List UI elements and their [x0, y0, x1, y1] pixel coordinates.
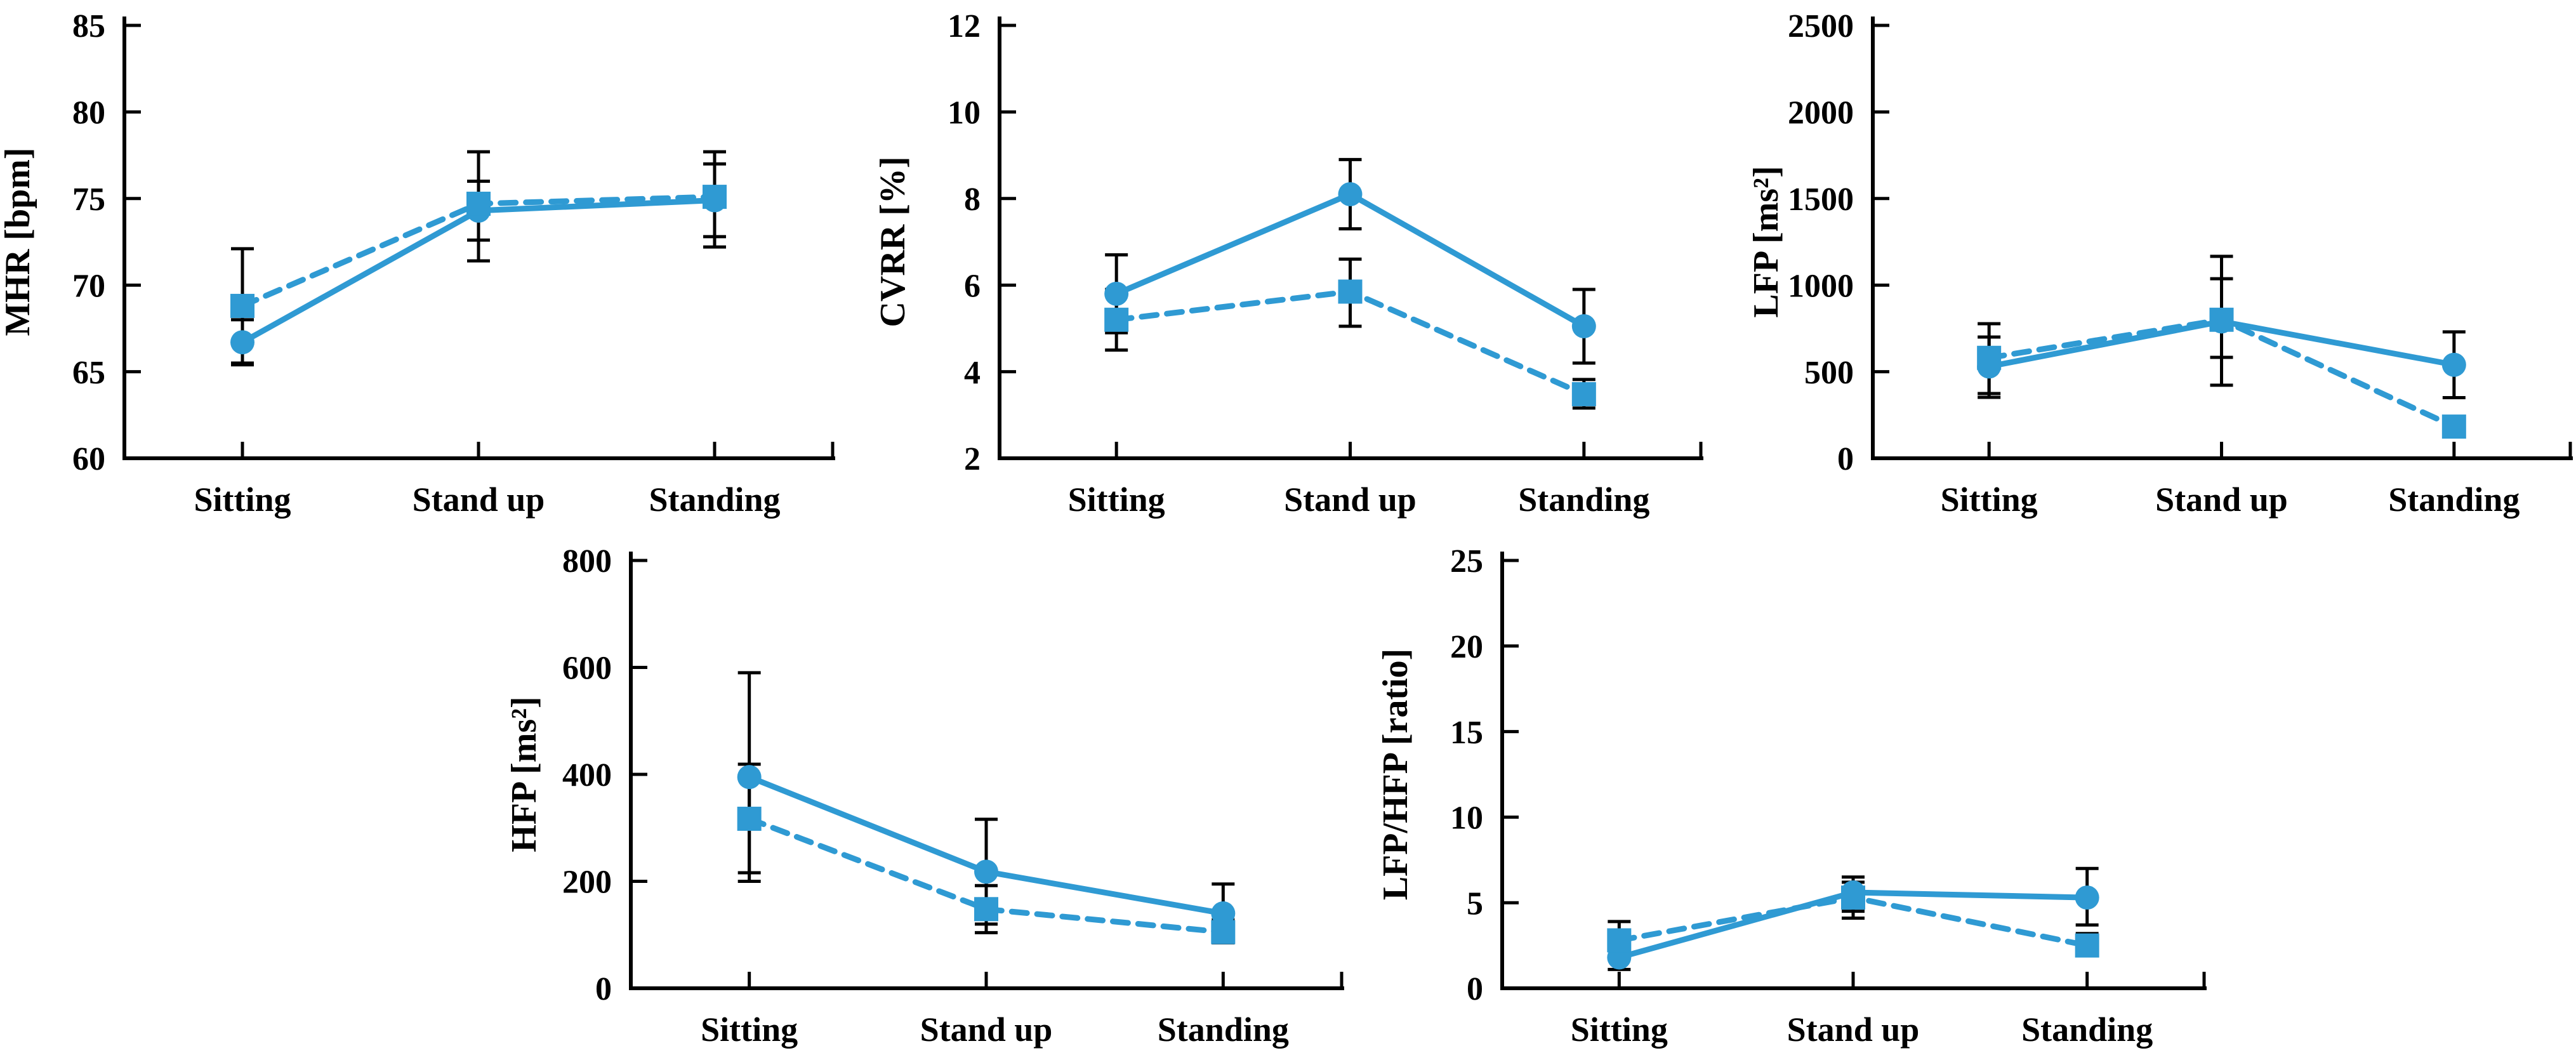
y-tick-label: 60 [72, 441, 105, 477]
mhr-plot-svg: 60 65 70 75 80 85 Sitting Stand up Standing MHR [… [0, 8, 835, 519]
x-category-label: Stand up [1787, 1010, 1920, 1049]
dashed-square-marker [737, 806, 762, 831]
x-category-label: Stand up [920, 1010, 1053, 1049]
dashed-square-marker [1607, 928, 1632, 953]
x-category-label: Standing [649, 480, 780, 519]
y-tick-label: 0 [1837, 441, 1854, 477]
dashed-square-marker [1977, 345, 2002, 370]
y-tick-label: 1000 [1788, 268, 1854, 304]
x-category-label: Standing [1518, 480, 1649, 519]
dashed-square-marker [466, 191, 491, 216]
y-tick-label: 4 [964, 355, 981, 391]
dashed-square-marker [703, 185, 727, 209]
y-axis-title: HFP [ms²] [505, 696, 544, 852]
y-tick-label: 500 [1804, 355, 1854, 391]
dashed-square-marker [2209, 307, 2234, 332]
solid-circle-marker [1571, 314, 1596, 338]
y-tick-label: 1500 [1788, 182, 1854, 218]
x-category-label: Standing [2021, 1010, 2153, 1049]
solid-circle-marker [2441, 352, 2466, 377]
y-tick-label: 10 [948, 95, 981, 131]
y-tick-label: 70 [72, 268, 105, 304]
x-category-label: Sitting [1068, 480, 1165, 519]
y-axis-title: LFP/HFP [ratio] [1376, 649, 1415, 901]
x-category-label: Stand up [413, 480, 545, 519]
y-tick-label: 80 [72, 95, 105, 131]
y-tick-label: 400 [562, 757, 612, 793]
y-tick-label: 8 [964, 182, 981, 218]
y-tick-label: 6 [964, 268, 981, 304]
lfp-hfp-plot-svg: 0 5 10 15 20 25 Sitting Stand up Standing LFP/HFP… [1376, 543, 2207, 1049]
dashed-square-marker [2075, 933, 2099, 958]
solid-circle-marker [1211, 901, 1236, 926]
dashed-square-marker [1841, 885, 1865, 910]
x-category-label: Sitting [194, 480, 291, 519]
chart-mhr: 60 65 70 75 80 85 Sitting Stand up Standing MHR [… [0, 0, 863, 530]
chart-cvrr: 2 4 6 8 10 12 Sitting Stand up Standing CVRR [%] [863, 0, 1714, 530]
cvrr-plot-svg: 2 4 6 8 10 12 Sitting Stand up Standing CVRR [%] [873, 8, 1703, 519]
x-category-label: Stand up [1284, 480, 1417, 519]
y-axis-title: LFP [ms²] [1747, 166, 1786, 317]
y-tick-label: 85 [72, 8, 105, 44]
x-category-label: Sitting [1941, 480, 2038, 519]
chart-hfp: 0 200 400 600 800 Sitting Stand up Standing HFP … [438, 530, 1345, 1060]
y-tick-label: 10 [1450, 800, 1483, 837]
y-axis-title: CVRR [%] [873, 156, 913, 327]
y-tick-label: 200 [562, 865, 612, 901]
solid-circle-marker [974, 859, 998, 884]
solid-circle-marker [1338, 182, 1363, 206]
x-category-label: Standing [1158, 1010, 1289, 1049]
y-tick-label: 2 [964, 441, 981, 477]
dashed-square-marker [1571, 382, 1596, 407]
x-category-label: Stand up [2155, 480, 2288, 519]
y-tick-label: 12 [948, 8, 981, 44]
dashed-square-marker [2441, 414, 2466, 439]
y-tick-label: 600 [562, 651, 612, 687]
solid-circle-marker [230, 330, 254, 355]
dashed-square-marker [1338, 279, 1363, 304]
dashed-square-marker [1104, 307, 1129, 332]
y-axis-title: MHR [bpm] [0, 147, 37, 336]
y-tick-label: 20 [1450, 629, 1483, 665]
dashed-square-marker [1211, 920, 1236, 944]
x-category-label: Standing [2388, 480, 2520, 519]
hfp-plot-svg: 0 200 400 600 800 Sitting Stand up Standing HFP … [505, 543, 1344, 1049]
y-tick-label: 25 [1450, 543, 1483, 580]
y-tick-label: 5 [1467, 885, 1483, 922]
y-tick-label: 75 [72, 182, 105, 218]
y-tick-label: 65 [72, 355, 105, 391]
y-tick-label: 15 [1450, 715, 1483, 751]
dashed-square-marker [230, 293, 254, 318]
solid-circle-marker [737, 765, 762, 790]
chart-lfp: 0 500 1000 1500 2000 2500 Sitting Stand up Stand… [1714, 0, 2576, 530]
x-category-label: Sitting [701, 1010, 798, 1049]
y-tick-label: 0 [1467, 971, 1483, 1007]
y-tick-label: 2500 [1788, 8, 1854, 44]
solid-circle-marker [1104, 281, 1129, 306]
lfp-plot-svg: 0 500 1000 1500 2000 2500 Sitting Stand up Stand… [1747, 8, 2573, 519]
dashed-square-marker [974, 897, 998, 922]
y-tick-label: 0 [595, 971, 612, 1007]
solid-circle-marker [2075, 885, 2099, 910]
x-category-label: Sitting [1571, 1010, 1668, 1049]
y-tick-label: 2000 [1788, 95, 1854, 131]
y-tick-label: 800 [562, 543, 612, 580]
chart-lfp-hfp: 0 5 10 15 20 25 Sitting Stand up Standing LFP/HFP… [1364, 530, 2253, 1060]
